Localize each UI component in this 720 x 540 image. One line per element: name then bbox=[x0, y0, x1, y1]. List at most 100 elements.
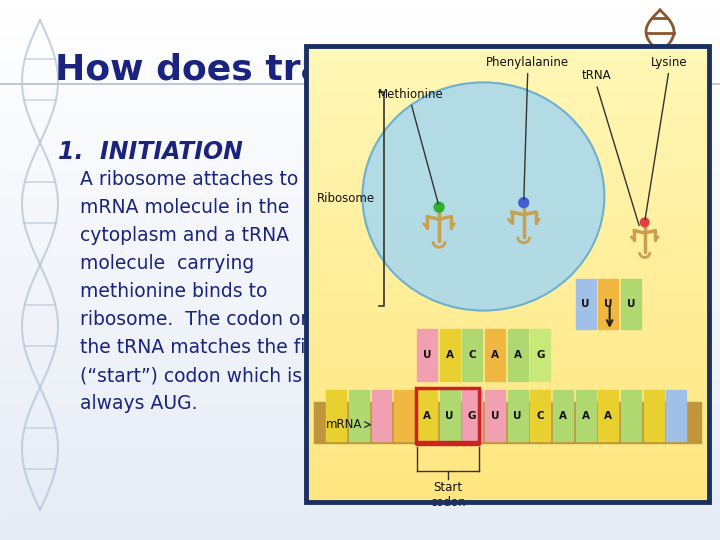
Bar bbox=[462, 390, 482, 441]
Bar bbox=[0, 310, 720, 317]
Text: Phenylalanine: Phenylalanine bbox=[486, 56, 570, 69]
Text: A: A bbox=[604, 410, 612, 421]
Bar bbox=[306, 480, 709, 487]
Bar bbox=[306, 46, 709, 502]
Bar bbox=[306, 388, 709, 396]
Bar bbox=[306, 160, 709, 167]
Bar bbox=[0, 411, 720, 418]
Bar bbox=[0, 472, 720, 480]
Text: A: A bbox=[582, 410, 590, 421]
Bar bbox=[0, 317, 720, 324]
Circle shape bbox=[640, 218, 649, 227]
Bar bbox=[306, 145, 709, 152]
Text: A: A bbox=[491, 350, 499, 360]
Text: U: U bbox=[490, 410, 499, 421]
Text: C: C bbox=[536, 410, 544, 421]
Bar bbox=[306, 206, 709, 213]
Bar bbox=[306, 297, 709, 305]
Bar bbox=[306, 266, 709, 274]
Bar bbox=[0, 168, 720, 176]
Bar bbox=[0, 189, 720, 195]
Bar bbox=[644, 390, 664, 441]
Bar bbox=[598, 279, 618, 329]
Bar bbox=[306, 289, 709, 297]
Text: A: A bbox=[559, 410, 567, 421]
Bar bbox=[0, 507, 720, 513]
Text: (“start”) codon which is: (“start”) codon which is bbox=[80, 366, 302, 385]
Bar bbox=[0, 446, 720, 453]
Bar bbox=[440, 390, 459, 441]
Bar bbox=[0, 324, 720, 330]
Text: molecule  carrying: molecule carrying bbox=[80, 254, 254, 273]
Bar bbox=[0, 486, 720, 492]
Ellipse shape bbox=[362, 83, 604, 310]
Text: Ribosome: Ribosome bbox=[317, 192, 374, 205]
Bar bbox=[314, 402, 701, 443]
Bar bbox=[0, 94, 720, 102]
Bar bbox=[0, 87, 720, 94]
Bar bbox=[0, 534, 720, 540]
Bar bbox=[0, 27, 720, 33]
Bar bbox=[0, 33, 720, 40]
Bar bbox=[416, 388, 480, 443]
Bar bbox=[306, 403, 709, 411]
Bar bbox=[306, 282, 709, 289]
Bar bbox=[508, 329, 528, 381]
Bar bbox=[306, 46, 709, 53]
Text: always AUG.: always AUG. bbox=[80, 394, 197, 413]
Text: A: A bbox=[423, 410, 431, 421]
Bar bbox=[0, 195, 720, 202]
Bar bbox=[485, 390, 505, 441]
Circle shape bbox=[434, 202, 444, 212]
Bar bbox=[0, 176, 720, 183]
Text: A: A bbox=[446, 350, 454, 360]
Bar bbox=[372, 390, 392, 441]
Bar bbox=[417, 390, 437, 441]
Bar bbox=[0, 513, 720, 519]
Bar bbox=[306, 495, 709, 502]
Bar bbox=[306, 244, 709, 251]
Bar bbox=[0, 372, 720, 378]
Bar bbox=[0, 115, 720, 122]
Bar bbox=[306, 487, 709, 495]
Bar bbox=[306, 221, 709, 228]
Bar bbox=[0, 222, 720, 230]
Bar bbox=[0, 128, 720, 135]
Bar bbox=[306, 167, 709, 175]
Text: U: U bbox=[423, 350, 431, 360]
Bar bbox=[0, 135, 720, 141]
Bar bbox=[0, 0, 720, 6]
Bar bbox=[0, 500, 720, 507]
Bar bbox=[306, 91, 709, 99]
Text: G: G bbox=[468, 410, 477, 421]
Bar bbox=[0, 81, 720, 87]
Bar bbox=[0, 243, 720, 249]
Bar bbox=[0, 519, 720, 526]
Bar bbox=[306, 449, 709, 456]
Text: How does translation work?: How does translation work? bbox=[55, 53, 623, 87]
Bar bbox=[0, 459, 720, 465]
Bar bbox=[0, 399, 720, 405]
Bar bbox=[0, 230, 720, 237]
Bar bbox=[0, 162, 720, 168]
Bar bbox=[0, 270, 720, 276]
Bar bbox=[306, 472, 709, 480]
Bar bbox=[0, 256, 720, 263]
Bar bbox=[306, 191, 709, 198]
Bar bbox=[0, 74, 720, 81]
Text: Lysine: Lysine bbox=[651, 56, 687, 69]
Bar bbox=[306, 130, 709, 137]
Bar bbox=[598, 390, 618, 441]
Bar bbox=[306, 228, 709, 236]
Bar bbox=[0, 392, 720, 399]
Bar bbox=[306, 441, 709, 449]
Text: Methionine: Methionine bbox=[378, 87, 444, 100]
Bar bbox=[306, 99, 709, 107]
Bar bbox=[0, 378, 720, 384]
Bar bbox=[0, 108, 720, 115]
Bar bbox=[0, 351, 720, 357]
Text: cytoplasm and a tRNA: cytoplasm and a tRNA bbox=[80, 226, 289, 245]
Bar bbox=[306, 114, 709, 122]
Bar bbox=[0, 330, 720, 338]
Bar bbox=[326, 390, 346, 441]
